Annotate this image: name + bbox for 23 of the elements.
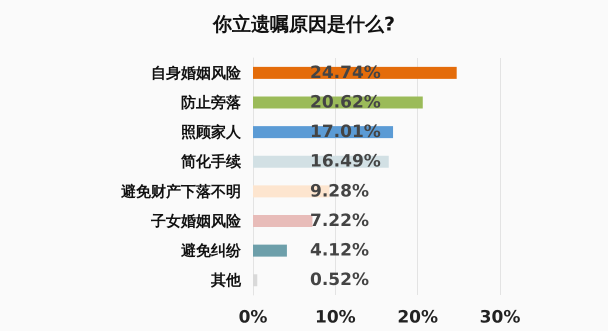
data-label: 0.52% xyxy=(310,270,369,290)
y-tick-label: 简化手续 xyxy=(180,152,242,171)
data-label: 9.28% xyxy=(310,181,369,202)
y-tick-label: 自身婚姻风险 xyxy=(151,64,242,82)
x-tick-label: 30% xyxy=(480,308,520,328)
y-tick-label: 照顾家人 xyxy=(181,123,242,142)
data-label: 17.01% xyxy=(310,122,381,142)
y-tick-label: 避免财产下落不明 xyxy=(120,182,241,200)
data-label: 16.49% xyxy=(310,152,381,172)
y-tick-label: 防止旁落 xyxy=(181,93,242,112)
data-label: 24.74% xyxy=(310,62,381,83)
x-tick-label: 0% xyxy=(238,308,268,328)
x-tick-label: 20% xyxy=(397,308,438,328)
data-label: 7.22% xyxy=(310,210,369,231)
data-label: 4.12% xyxy=(310,240,369,261)
data-label: 20.62% xyxy=(310,92,381,112)
chart-title: 你立遗嘱原因是什么? xyxy=(212,14,396,36)
bar xyxy=(253,214,312,227)
x-tick-label: 10% xyxy=(314,308,356,328)
y-tick-label: 其他 xyxy=(210,271,242,290)
y-tick-label: 子女婚姻风险 xyxy=(150,212,242,230)
y-tick-label: 避免纠纷 xyxy=(180,242,242,260)
bar xyxy=(253,244,287,257)
